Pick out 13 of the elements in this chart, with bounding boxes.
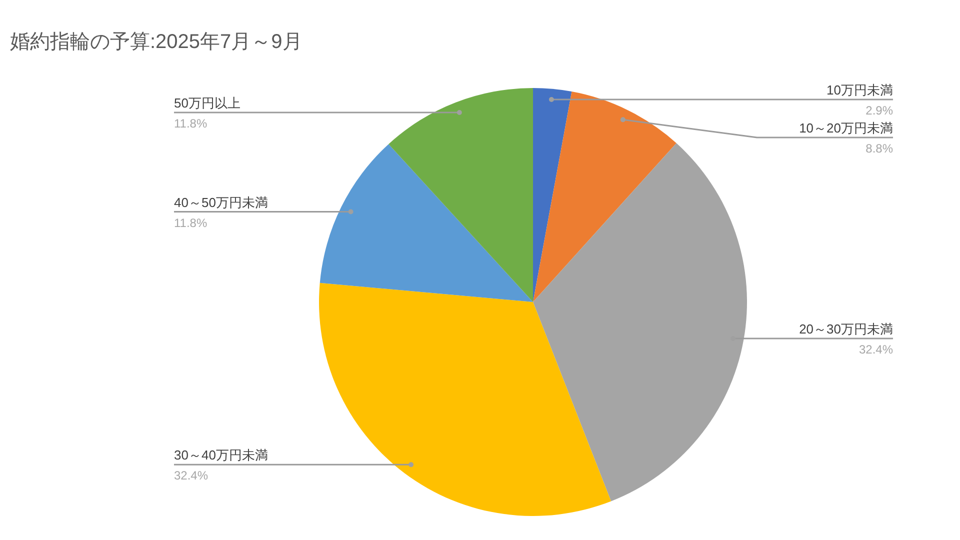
- data-label: 8.8%: [866, 142, 894, 156]
- slice-label: 10万円未満: [826, 82, 893, 98]
- slice-label: 10～20万円未満: [799, 120, 893, 136]
- data-label: 32.4%: [858, 342, 894, 356]
- data-label: 11.8%: [174, 216, 208, 230]
- chart-title: 婚約指輪の予算:2025年7月～9月: [10, 31, 302, 53]
- slice-label: 40～50万円未満: [174, 194, 268, 210]
- data-label: 2.9%: [866, 104, 894, 118]
- slice-label: 50万円以上: [174, 95, 240, 110]
- data-label: 11.8%: [174, 116, 208, 130]
- slice-label: 20～30万円未満: [799, 321, 893, 336]
- slice-label: 30～40万円未満: [174, 448, 268, 463]
- data-label: 32.4%: [174, 468, 208, 483]
